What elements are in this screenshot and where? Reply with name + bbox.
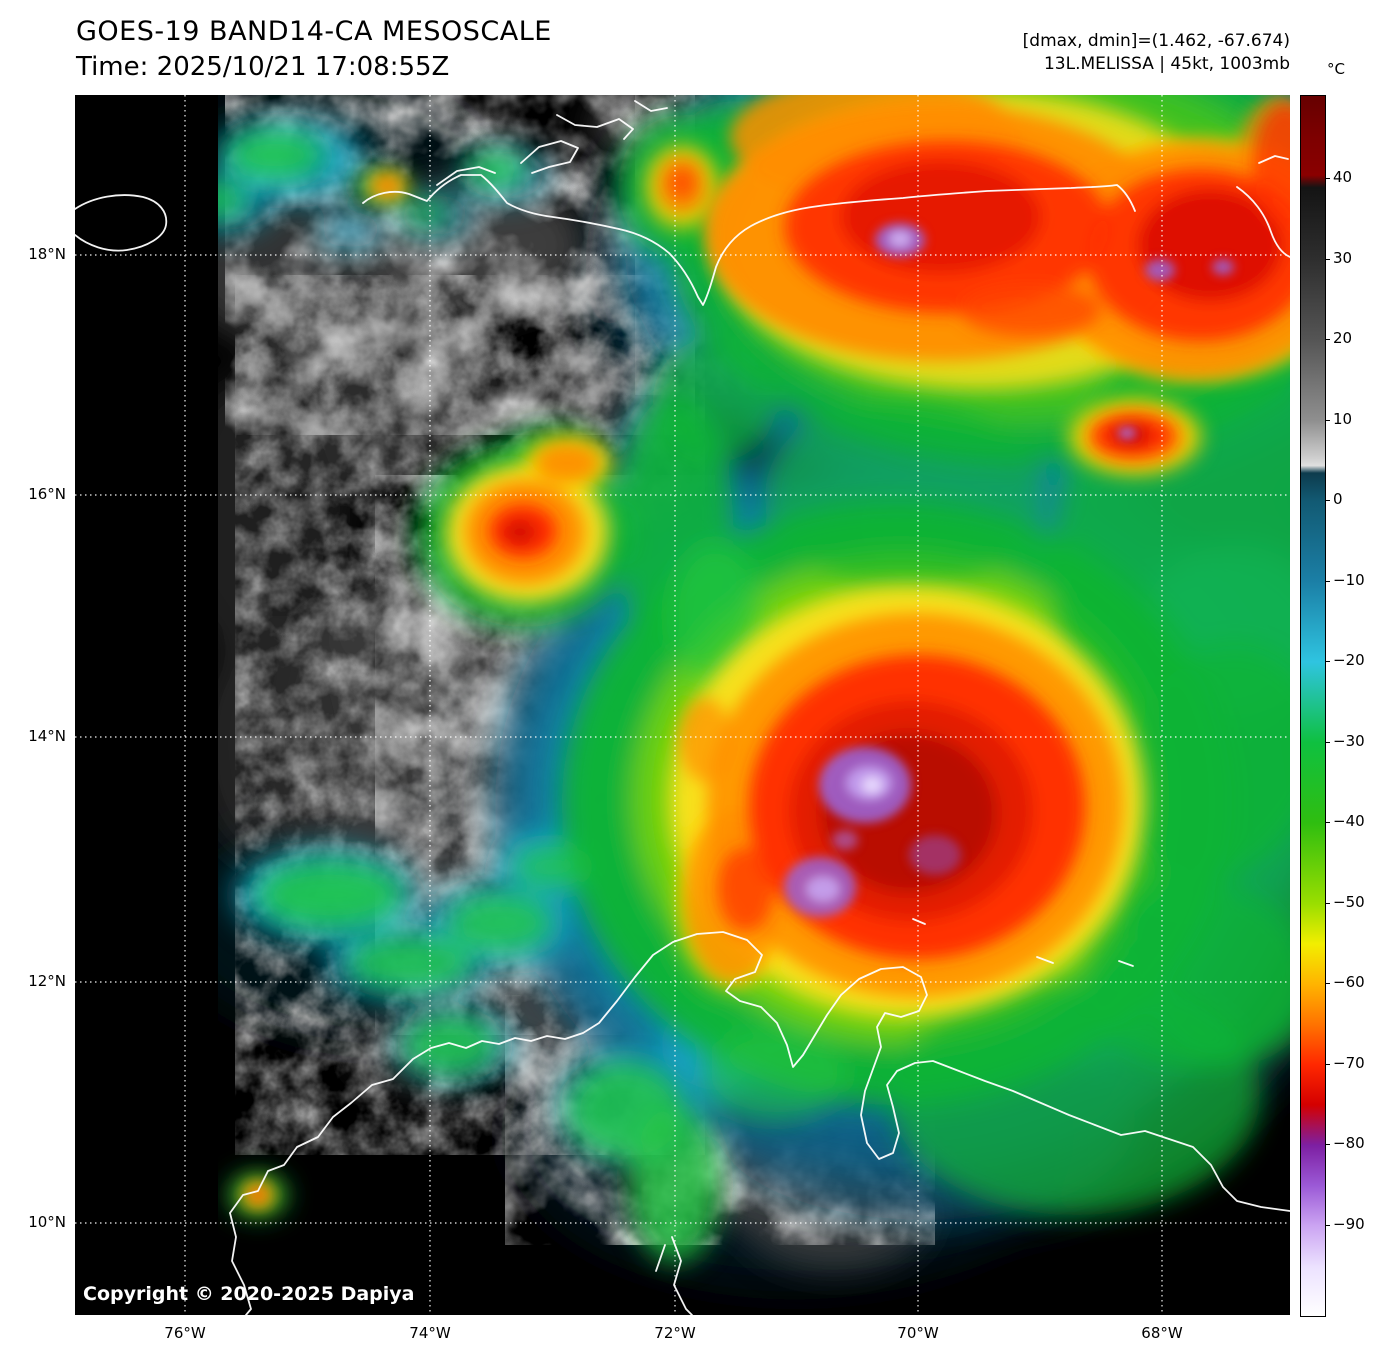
- coastline-cuba-tip: [634, 100, 668, 112]
- coastline-cuba-north: [556, 114, 634, 140]
- coastline-colombia-south: [671, 1236, 693, 1315]
- coastline-hispaniola-south: [362, 174, 1136, 306]
- coastlines: [75, 100, 1290, 1315]
- colorbar-tick-mark: [1325, 983, 1330, 984]
- satellite-imagery: [75, 95, 1290, 1315]
- colorbar-tick-m40: −40: [1333, 812, 1365, 830]
- colorbar-tick-mark: [1325, 178, 1330, 179]
- colorbar-tick-mark: [1325, 1144, 1330, 1145]
- coastline-puerto-rico-west: [1236, 186, 1290, 258]
- colorbar-tick-mark: [1325, 822, 1330, 823]
- island-aruba: [912, 918, 926, 925]
- storm-info: 13L.MELISSA | 45kt, 1003mb: [1043, 54, 1290, 74]
- figure-time: Time: 2025/10/21 17:08:55Z: [76, 52, 450, 82]
- colorbar: [1300, 95, 1326, 1317]
- colorbar-tick-m50: −50: [1333, 893, 1365, 911]
- coastline-colombia-southwest: [229, 1212, 252, 1315]
- colorbar-tick-mark: [1325, 742, 1330, 743]
- island-curacao: [1036, 956, 1054, 964]
- colorbar-unit: °C: [1327, 60, 1345, 78]
- copyright: Copyright © 2020-2025 Dapiya: [83, 1283, 415, 1305]
- lat-label-14n: 14°N: [28, 727, 66, 745]
- info-block: [dmax, dmin]=(1.462, -67.674) 13L.MELISS…: [1023, 30, 1290, 76]
- coastline-colombia-river: [655, 1244, 666, 1272]
- colorbar-tick-m70: −70: [1333, 1054, 1365, 1072]
- graticule: [75, 95, 1290, 1315]
- colorbar-tick-0: 0: [1333, 490, 1343, 508]
- lon-label-68w: 68°W: [1141, 1324, 1183, 1342]
- colorbar-tick-10: 10: [1333, 410, 1353, 428]
- title-block: GOES-19 BAND14-CA MESOSCALE Time: 2025/1…: [76, 16, 552, 82]
- colorbar-tick-20: 20: [1333, 329, 1353, 347]
- lat-label-12n: 12°N: [28, 972, 66, 990]
- purple-overshoot-layer: [784, 223, 1234, 917]
- colorbar-tick-m20: −20: [1333, 651, 1365, 669]
- colorbar-tick-mark: [1325, 339, 1330, 340]
- colorbar-tick-m90: −90: [1333, 1215, 1365, 1233]
- colorbar-tick-m80: −80: [1333, 1134, 1365, 1152]
- colorbar-tick-mark: [1325, 1225, 1330, 1226]
- colorbar-tick-mark: [1325, 903, 1330, 904]
- colorbar-tick-mark: [1325, 1064, 1330, 1065]
- colorbar-tick-mark: [1325, 420, 1330, 421]
- scan-edge-mask: [75, 95, 218, 1315]
- colorbar-tick-30: 30: [1333, 249, 1353, 267]
- colorbar-tick-m60: −60: [1333, 973, 1365, 991]
- coastline-south-america: [229, 931, 1290, 1214]
- coastline-cuba-southeast: [520, 140, 579, 174]
- map-area: Copyright © 2020-2025 Dapiya: [75, 95, 1290, 1315]
- colorbar-tick-mark: [1325, 581, 1330, 582]
- lon-label-70w: 70°W: [897, 1324, 939, 1342]
- lon-label-74w: 74°W: [409, 1324, 451, 1342]
- dmax-dmin-readout: [dmax, dmin]=(1.462, -67.674): [1022, 31, 1290, 51]
- colorbar-tick-mark: [1325, 500, 1330, 501]
- colorbar-tick-mark: [1325, 661, 1330, 662]
- colorbar-tick-mark: [1325, 259, 1330, 260]
- coastline-jamaica: [75, 194, 168, 252]
- coastline-puerto-rico-north: [1258, 155, 1289, 164]
- lat-label-18n: 18°N: [28, 245, 66, 263]
- lon-label-72w: 72°W: [654, 1324, 696, 1342]
- coastline-haiti-north: [436, 166, 496, 186]
- colorbar-tick-m10: −10: [1333, 571, 1365, 589]
- figure-title: GOES-19 BAND14-CA MESOSCALE: [76, 16, 552, 47]
- lat-label-16n: 16°N: [28, 485, 66, 503]
- island-bonaire: [1118, 960, 1134, 967]
- colorbar-tick-m30: −30: [1333, 732, 1365, 750]
- colorbar-tick-40: 40: [1333, 168, 1353, 186]
- lat-label-10n: 10°N: [28, 1213, 66, 1231]
- lon-label-76w: 76°W: [164, 1324, 206, 1342]
